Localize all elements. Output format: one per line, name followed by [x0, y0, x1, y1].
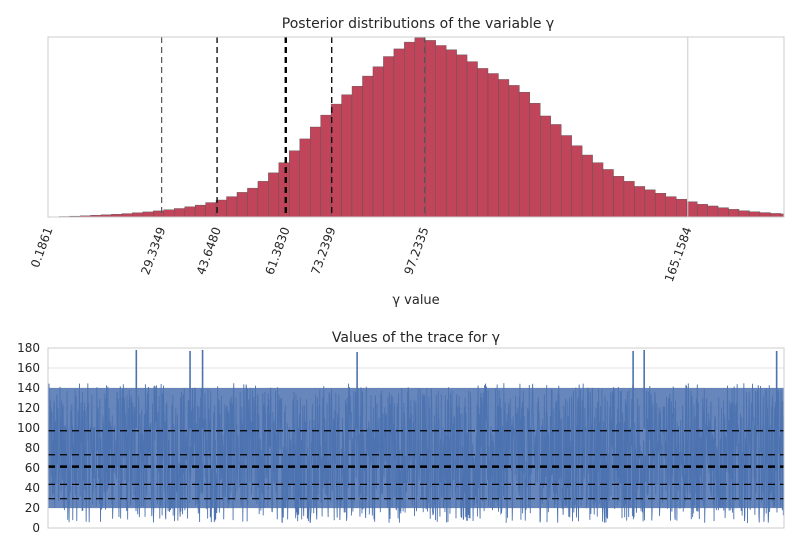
histogram-bar [477, 68, 489, 218]
histogram-bar [362, 75, 374, 218]
trace-y-tick-label: 120 [17, 401, 40, 415]
posterior-histogram-panel: Posterior distributions of the variable … [28, 16, 785, 308]
trace-y-ticks: 0 20 40 60 80 100 120 140 160 180 [17, 341, 40, 535]
histogram-bar [644, 189, 656, 218]
histogram-bar [759, 212, 771, 218]
histogram-bar [519, 91, 531, 218]
histogram-bar [205, 202, 217, 218]
histogram-bar [602, 169, 614, 218]
histogram-bar [341, 94, 353, 218]
trace-y-tick-label: 180 [17, 341, 40, 355]
histogram-bar [194, 204, 206, 218]
histogram-x-tick-label: 0.1861 [28, 225, 56, 269]
histogram-x-tick-label: 29.3349 [138, 225, 168, 276]
histogram-bar [309, 126, 321, 218]
histogram-x-tick-label: 97.2335 [401, 225, 431, 276]
histogram-bar [414, 37, 426, 218]
histogram-bar [226, 196, 238, 218]
histogram-bar [676, 198, 687, 218]
trace-line [47, 383, 785, 523]
histogram-bar [393, 48, 405, 218]
histogram-bar [613, 176, 625, 218]
trace-frame [47, 347, 785, 529]
histogram-bars [58, 37, 785, 218]
histogram-bar [247, 187, 259, 218]
trace-y-tick-label: 60 [25, 461, 40, 475]
trace-title: Values of the trace for γ [332, 330, 500, 346]
histogram-bar [487, 73, 499, 218]
histogram-bar [665, 196, 677, 218]
histogram-bar [163, 209, 175, 218]
histogram-bar [132, 212, 144, 218]
histogram-title: Posterior distributions of the variable … [282, 16, 554, 32]
histogram-quantile-lines [161, 37, 689, 217]
trace-panel: Values of the trace for γ 0 20 40 60 80 100 12… [17, 330, 785, 535]
histogram-bar [121, 213, 133, 218]
histogram-bar [278, 162, 290, 218]
histogram-bar [728, 209, 740, 218]
histogram-bar [571, 145, 583, 218]
histogram-bar [320, 114, 332, 218]
histogram-bar [383, 56, 395, 218]
histogram-bar [330, 103, 342, 218]
trace-series [47, 350, 785, 523]
histogram-bar [289, 150, 300, 218]
histogram-x-tick-label: 43.6480 [194, 225, 224, 276]
trace-y-tick-label: 40 [25, 481, 40, 495]
trace-y-tick-label: 0 [32, 521, 40, 535]
histogram-bar [456, 54, 468, 218]
histogram-bar [184, 206, 196, 218]
histogram-bar [561, 135, 572, 218]
histogram-bar [498, 79, 510, 218]
trace-y-tick-label: 160 [17, 361, 40, 375]
histogram-bar [257, 181, 269, 218]
histogram-bar [142, 211, 154, 218]
trace-y-tick-label: 20 [25, 501, 40, 515]
histogram-bar [236, 192, 248, 218]
histogram-bar [174, 208, 185, 218]
trace-y-tick-label: 140 [17, 381, 40, 395]
histogram-bar [749, 211, 761, 218]
histogram-bar [717, 207, 729, 218]
histogram-x-tick-label: 61.3830 [262, 225, 292, 276]
histogram-bar [425, 40, 436, 218]
histogram-bar [404, 41, 415, 218]
histogram-bar [696, 204, 708, 218]
histogram-bar [770, 213, 782, 218]
histogram-bar [445, 49, 457, 218]
histogram-bar [634, 186, 646, 218]
histogram-bar [550, 124, 562, 218]
histogram-bar [686, 201, 698, 218]
histogram-bar [351, 86, 363, 218]
histogram-bar [372, 66, 384, 218]
histogram-bar [655, 193, 667, 218]
histogram-x-label: γ value [392, 293, 439, 308]
trace-quantile-lines [48, 430, 784, 500]
histogram-bar [435, 45, 447, 218]
histogram-frame [47, 36, 785, 218]
histogram-bar [299, 138, 311, 218]
trace-y-tick-label: 80 [25, 441, 40, 455]
histogram-bar [738, 210, 750, 218]
histogram-bar [508, 85, 520, 218]
histogram-bar [592, 162, 604, 218]
histogram-bar [540, 115, 551, 218]
histogram-x-tick-label: 73.2399 [308, 225, 338, 276]
histogram-bar [529, 103, 541, 218]
histogram-bar [707, 205, 719, 218]
histogram-x-tick-label: 165.1584 [662, 225, 695, 284]
histogram-bar [466, 61, 478, 218]
trace-y-tick-label: 100 [17, 421, 40, 435]
histogram-bar [268, 172, 280, 218]
histogram-x-ticks: 0.1861 29.3349 43.6480 61.3830 73.2399 97.233… [28, 225, 695, 284]
histogram-bar [623, 181, 635, 218]
histogram-bar [581, 154, 593, 218]
